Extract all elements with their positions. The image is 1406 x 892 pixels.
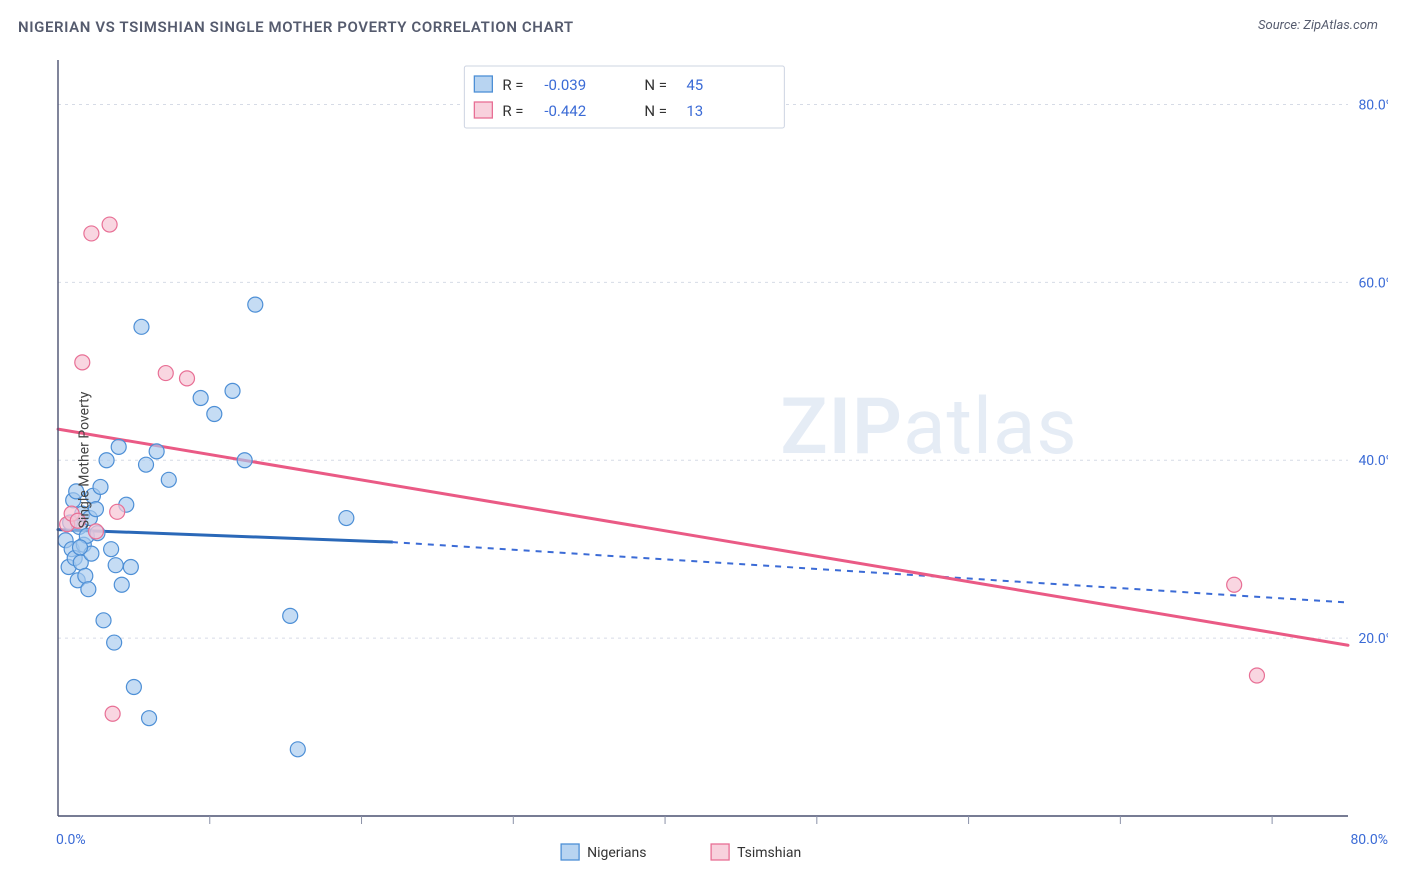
data-point (283, 608, 298, 623)
x-min-label: 0.0% (56, 832, 86, 848)
legend-r-value: -0.442 (544, 102, 586, 120)
y-tick-label: 80.0% (1358, 97, 1388, 113)
data-point (114, 577, 129, 592)
scatter-chart: 20.0% 40.0% 60.0% 80.0% ZIPatlas 0.0% 80.0% R =… (18, 46, 1388, 874)
data-point (105, 706, 120, 721)
data-point (99, 453, 114, 468)
data-point (108, 558, 123, 573)
data-point (339, 511, 354, 526)
x-max-label: 80.0% (1350, 832, 1388, 848)
legend-n-value: 13 (686, 102, 703, 120)
data-point (84, 226, 99, 241)
legend-r-value: -0.039 (544, 76, 586, 94)
trend-line-extrapolated (392, 542, 1348, 602)
data-point (149, 444, 164, 459)
legend-r-label: R = (502, 76, 523, 94)
data-point (225, 383, 240, 398)
data-point (104, 542, 119, 557)
trend-line (58, 530, 392, 542)
y-axis-label: Single Mother Poverty (76, 392, 92, 529)
legend-swatch (474, 102, 492, 118)
data-point (126, 680, 141, 695)
chart-container: Single Mother Poverty 20.0% 40.0% 60.0% 80.… (18, 46, 1388, 874)
data-point (1249, 668, 1264, 683)
data-point (207, 406, 222, 421)
data-point (110, 504, 125, 519)
y-tick-label: 60.0% (1358, 275, 1388, 291)
data-point (1227, 577, 1242, 592)
y-tick-label: 20.0% (1358, 631, 1388, 647)
legend-n-value: 45 (686, 76, 703, 94)
data-point (123, 559, 138, 574)
data-point (102, 217, 117, 232)
data-point (96, 613, 111, 628)
data-point (161, 472, 176, 487)
data-point (111, 439, 126, 454)
data-point (248, 297, 263, 312)
data-point (75, 355, 90, 370)
chart-title: NIGERIAN VS TSIMSHIAN SINGLE MOTHER POVE… (18, 18, 574, 36)
data-point (290, 742, 305, 757)
series-label: Nigerians (587, 845, 646, 861)
data-point (107, 635, 122, 650)
data-point (93, 479, 108, 494)
series-swatch (561, 844, 579, 860)
data-point (73, 540, 88, 555)
data-point (142, 711, 157, 726)
data-point (180, 371, 195, 386)
data-point (237, 453, 252, 468)
legend-n-label: N = (644, 102, 667, 120)
series-label: Tsimshian (737, 845, 801, 861)
data-point (81, 582, 96, 597)
y-tick-label: 40.0% (1358, 453, 1388, 469)
source-label: Source: ZipAtlas.com (1258, 18, 1378, 33)
data-point (158, 366, 173, 381)
data-point (193, 390, 208, 405)
legend-swatch (474, 76, 492, 92)
data-point (139, 457, 154, 472)
data-point (78, 568, 93, 583)
data-point (134, 319, 149, 334)
watermark: ZIPatlas (780, 382, 1077, 473)
legend-n-label: N = (644, 76, 667, 94)
series-swatch (711, 844, 729, 860)
legend-r-label: R = (502, 102, 523, 120)
